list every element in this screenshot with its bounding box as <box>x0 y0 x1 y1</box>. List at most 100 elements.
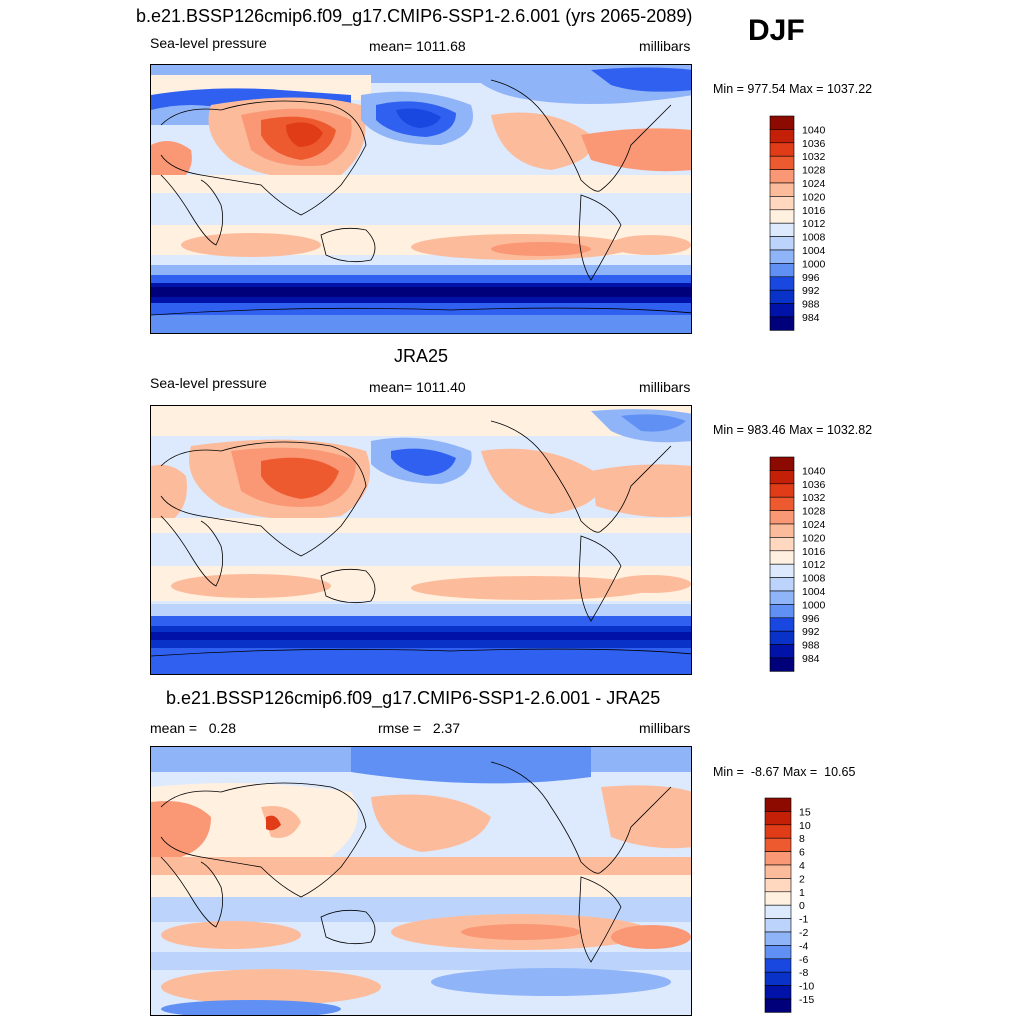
panel-3-colorbar-label: -1 <box>799 914 808 926</box>
panel-3-colorbar-box <box>764 824 792 839</box>
panel-3-colorbar-label: 0 <box>799 900 805 912</box>
panel-2-colorbar-box <box>769 657 795 672</box>
panel-1-colorbar-box <box>769 236 795 251</box>
panel-1-colorbar-box <box>769 276 795 291</box>
panel-1-colorbar-label: 996 <box>802 272 820 284</box>
panel-2-colorbar-box <box>769 470 795 485</box>
panel-1-colorbar-label: 1032 <box>802 151 826 163</box>
panel-1-mean-label: mean= 1011.68 <box>369 38 466 54</box>
panel-3-colorbar-box <box>764 864 792 879</box>
panel-2-colorbar-label: 1028 <box>802 506 826 518</box>
panel-2-colorbar-box <box>769 496 795 511</box>
panel-2-colorbar-label: 1012 <box>802 559 826 571</box>
panel-2-colorbar-box <box>769 630 795 645</box>
panel-2-colorbar-box <box>769 563 795 578</box>
panel-2-colorbar-box <box>769 537 795 552</box>
panel-3-colorbar-label: 8 <box>799 833 805 845</box>
panel-3-colorbar-label: 6 <box>799 847 805 859</box>
panel-3-mean-label: mean = 0.28 <box>150 720 237 736</box>
panel-2-units-label: millibars <box>639 379 691 395</box>
panel-1-colorbar-label: 1004 <box>802 245 826 257</box>
panel-1-colorbar-box <box>769 316 795 331</box>
panel-2-colorbar-label: 1036 <box>802 479 826 491</box>
panel-1-colorbar-label: 1040 <box>802 124 826 136</box>
panel-2-colorbar-box <box>769 456 795 471</box>
panel-3-colorbar-label: -10 <box>799 981 814 993</box>
panel-2-colorbar-box <box>769 644 795 659</box>
panel-1-colorbar-label: 988 <box>802 299 820 311</box>
panel-1-colorbar-label: 1016 <box>802 205 826 217</box>
panel-3-rmse-label: rmse = 2.37 <box>378 720 461 736</box>
panel-2-colorbar-box <box>769 550 795 565</box>
panel-2-colorbar-label: 996 <box>802 613 820 625</box>
panel-2-colorbar-box <box>769 577 795 592</box>
panel-2-colorbar: 1040 1036 1032 1028 1024 1020 1016 1012 1008 1004… <box>769 456 870 672</box>
season-label: DJF <box>748 14 805 47</box>
panel-2-colorbar-label: 988 <box>802 640 820 652</box>
panel-1-colorbar-box <box>769 289 795 304</box>
panel-1-colorbar-label: 1028 <box>802 165 826 177</box>
panel-1-colorbar-box <box>769 142 795 157</box>
panel-1-units-label: millibars <box>639 38 691 54</box>
panel-3-colorbar-label: 4 <box>799 860 805 872</box>
panel-1-colorbar-label: 984 <box>802 312 820 324</box>
panel-1-colorbar-box <box>769 249 795 264</box>
panel-3-colorbar-box <box>764 797 792 812</box>
panel-1-colorbar-box <box>769 129 795 144</box>
panel-1-colorbar-box <box>769 263 795 278</box>
panel-3-colorbar-box <box>764 918 792 933</box>
panel-3-colorbar-label: -15 <box>799 994 814 1006</box>
panel-1-colorbar-box <box>769 196 795 211</box>
panel-3-colorbar-box <box>764 811 792 826</box>
panel-1-variable-label: Sea-level pressure <box>150 35 267 51</box>
panel-2-colorbar-box <box>769 523 795 538</box>
panel-2-colorbar-box <box>769 483 795 498</box>
panel-3-colorbar-box <box>764 891 792 906</box>
panel-1-colorbar-box <box>769 115 795 130</box>
panel-3-colorbar: 15 10 8 6 4 2 1 0 -1 -2 -4 -6 -8 -10 -15 <box>764 797 865 1013</box>
panel-1-colorbar-label: 1000 <box>802 258 826 270</box>
panel-3-minmax: Min = -8.67 Max = 10.65 <box>713 765 856 779</box>
panel-1-colorbar-box <box>769 303 795 318</box>
panel-1-minmax: Min = 977.54 Max = 1037.22 <box>713 82 873 96</box>
panel-3-colorbar-label: -6 <box>799 954 808 966</box>
panel-3-colorbar-box <box>764 931 792 946</box>
panel-2-colorbar-box <box>769 510 795 525</box>
panel-3-colorbar-label: -2 <box>799 927 808 939</box>
panel-3-colorbar-label: 2 <box>799 873 805 885</box>
panel-3-colorbar-label: 15 <box>799 806 811 818</box>
panel-3-colorbar-box <box>764 998 792 1013</box>
panel-2-colorbar-label: 1004 <box>802 586 826 598</box>
panel-2-colorbar-box <box>769 617 795 632</box>
panel-1-colorbar-box <box>769 209 795 224</box>
panel-2-colorbar-box <box>769 604 795 619</box>
panel-2-colorbar-label: 1024 <box>802 519 826 531</box>
panel-2-colorbar-label: 1000 <box>802 599 826 611</box>
panel-2-mean-label: mean= 1011.40 <box>369 379 466 395</box>
panel-1-colorbar-label: 1036 <box>802 138 826 150</box>
panel-1-colorbar-box <box>769 155 795 170</box>
panel-2-colorbar-label: 1008 <box>802 573 826 585</box>
panel-3-units-label: millibars <box>639 720 691 736</box>
panel-3-colorbar-box <box>764 851 792 866</box>
panel-2-colorbar-label: 992 <box>802 626 820 638</box>
panel-3-colorbar-box <box>764 985 792 1000</box>
panel-3-map <box>150 746 692 1016</box>
panel-3-colorbar-label: 1 <box>799 887 805 899</box>
panel-3-colorbar-box <box>764 971 792 986</box>
panel-3-colorbar-box <box>764 837 792 852</box>
panel-2-map <box>150 405 692 675</box>
panel-1-map <box>150 64 692 334</box>
panel-2-colorbar-box <box>769 590 795 605</box>
panel-2-variable-label: Sea-level pressure <box>150 375 267 391</box>
panel-1-colorbar-label: 1012 <box>802 218 826 230</box>
panel-2-title: JRA25 <box>394 346 449 366</box>
panel-2-colorbar-label: 1032 <box>802 492 826 504</box>
panel-1-colorbar: 1040 1036 1032 1028 1024 1020 1016 1012 1008 1004… <box>769 115 870 331</box>
panel-1-colorbar-label: 1020 <box>802 191 826 203</box>
panel-1-colorbar-label: 992 <box>802 285 820 297</box>
panel-1-colorbar-box <box>769 169 795 184</box>
panel-1-colorbar-box <box>769 222 795 237</box>
panel-3-colorbar-box <box>764 878 792 893</box>
panel-3-colorbar-label: -8 <box>799 967 808 979</box>
